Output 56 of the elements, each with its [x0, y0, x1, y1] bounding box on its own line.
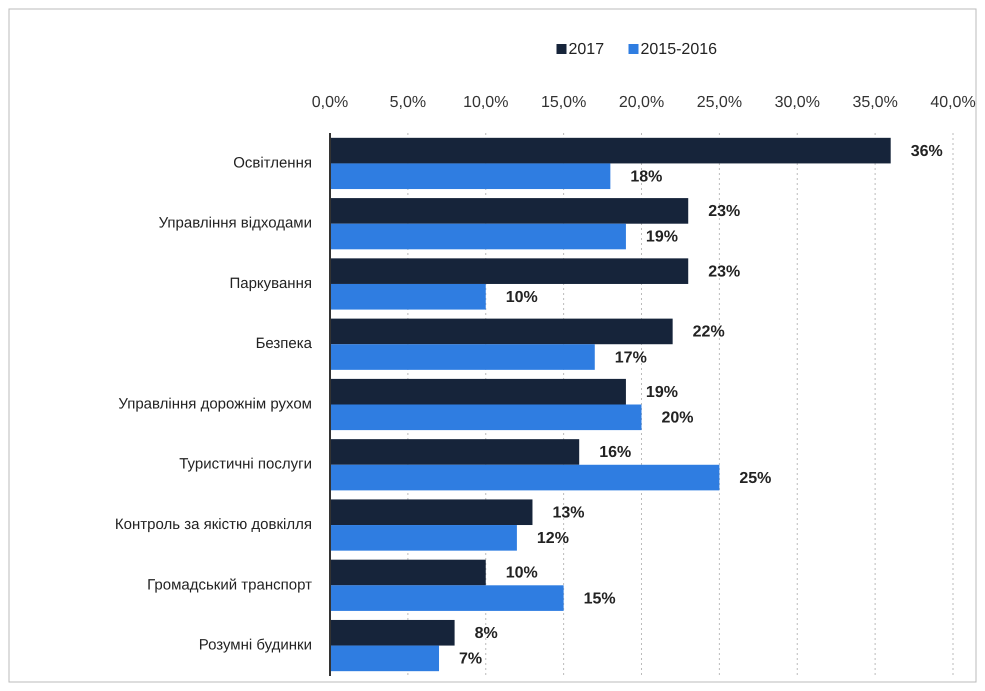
x-tick-label: 35,0% [852, 94, 898, 111]
y-tick-label: Освітлення [233, 154, 312, 172]
data-label: 10% [506, 564, 538, 582]
bar [330, 378, 626, 404]
x-tick-label: 15,0% [540, 94, 586, 111]
data-label: 12% [536, 530, 569, 548]
bar [330, 499, 532, 526]
data-label: 18% [630, 168, 662, 186]
data-label: 22% [692, 324, 725, 341]
bar [330, 525, 517, 551]
y-tick-label: Управління дорожнім рухом [118, 395, 312, 412]
bar [330, 284, 486, 310]
data-label: 23% [708, 263, 740, 280]
data-label: 36% [910, 142, 943, 160]
y-tick-label: Контроль за якістю довкілля [114, 516, 312, 533]
y-tick-label: Розумні будинки [198, 636, 312, 654]
data-label: 15% [584, 590, 616, 608]
bar [330, 464, 720, 490]
data-label: 19% [646, 228, 678, 246]
bar [330, 224, 626, 250]
legend-label: 2015-2016 [640, 41, 718, 58]
data-label: 25% [739, 470, 772, 487]
bar [330, 258, 688, 284]
y-tick-label: Паркування [229, 274, 312, 292]
y-tick-label: Управління відходами [158, 214, 312, 232]
bar [330, 646, 440, 672]
x-tick-label: 25,0% [696, 94, 742, 111]
y-tick-label: Громадський транспорт [147, 576, 312, 594]
bar [330, 560, 486, 586]
bar [330, 585, 564, 611]
y-tick-label: Безпека [256, 335, 313, 352]
bar [330, 620, 455, 646]
bar [330, 344, 595, 370]
data-label: 19% [646, 384, 678, 401]
bar [330, 404, 642, 430]
data-label: 10% [506, 288, 538, 306]
data-label: 13% [552, 504, 585, 522]
bar [330, 439, 580, 465]
legend-label: 2017 [568, 41, 604, 58]
data-label: 17% [614, 349, 647, 366]
data-label: 16% [599, 444, 632, 462]
bar [330, 138, 891, 164]
bar [330, 318, 673, 344]
x-tick-label: 30,0% [774, 94, 820, 111]
bar [330, 163, 610, 190]
x-tick-label: 40,0% [930, 94, 976, 111]
x-tick-label: 0,0% [312, 94, 348, 111]
x-tick-label: 10,0% [463, 94, 508, 111]
y-tick-label: Туристичні послуги [179, 456, 312, 473]
data-label: 23% [708, 203, 740, 220]
data-label: 20% [662, 410, 694, 427]
data-label: 8% [474, 624, 498, 642]
x-tick-label: 5,0% [390, 94, 426, 111]
bar [330, 198, 688, 224]
x-tick-label: 20,0% [618, 94, 664, 111]
data-label: 7% [459, 650, 482, 668]
